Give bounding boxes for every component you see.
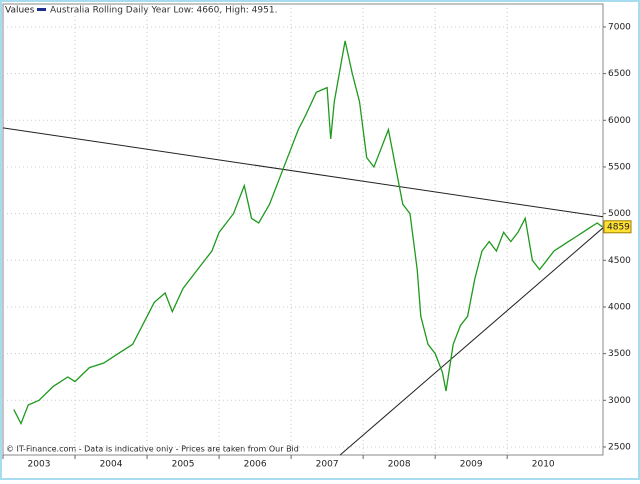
labels: 2500 3000 3500 4000 4500 5000 5500 6000 6500 7000… (28, 22, 632, 470)
plot-area (2, 3, 604, 456)
x-tick-label: 2010 (532, 460, 555, 470)
last-price: 4859 (607, 222, 630, 232)
marks (2, 40, 604, 456)
x-tick-label: 2003 (28, 460, 51, 470)
x-tick-label: 2008 (388, 460, 411, 470)
x-tick-label: 2009 (460, 460, 483, 470)
trend-line (339, 227, 604, 456)
legend-swatch (37, 8, 46, 11)
x-tick-label: 2005 (172, 460, 195, 470)
x-tick-label: 2004 (100, 460, 123, 470)
y-tick-label: 2500 (608, 442, 631, 452)
x-tick-label: 2007 (316, 460, 339, 470)
legend-text: Australia Rolling Daily Year Low: 4660, … (50, 6, 277, 16)
y-tick-label: 5500 (608, 162, 631, 172)
last-price-box (603, 220, 632, 234)
y-tick-label: 3000 (608, 396, 631, 406)
x-tick-label: 2006 (244, 460, 267, 470)
y-tick-label: 6000 (608, 116, 631, 126)
price-line (13, 40, 603, 426)
y-tick-label: 3500 (608, 349, 631, 359)
y-tick-label: 7000 (608, 22, 631, 32)
chart-title: Values (5, 6, 35, 16)
footer: © IT-Finance.com - Data is indicative on… (6, 445, 299, 454)
y-tick-label: 4500 (608, 256, 631, 266)
y-tick-label: 5000 (608, 209, 631, 219)
y-tick-label: 4000 (608, 302, 631, 312)
trend-line (2, 127, 604, 218)
y-tick-label: 6500 (608, 69, 631, 79)
